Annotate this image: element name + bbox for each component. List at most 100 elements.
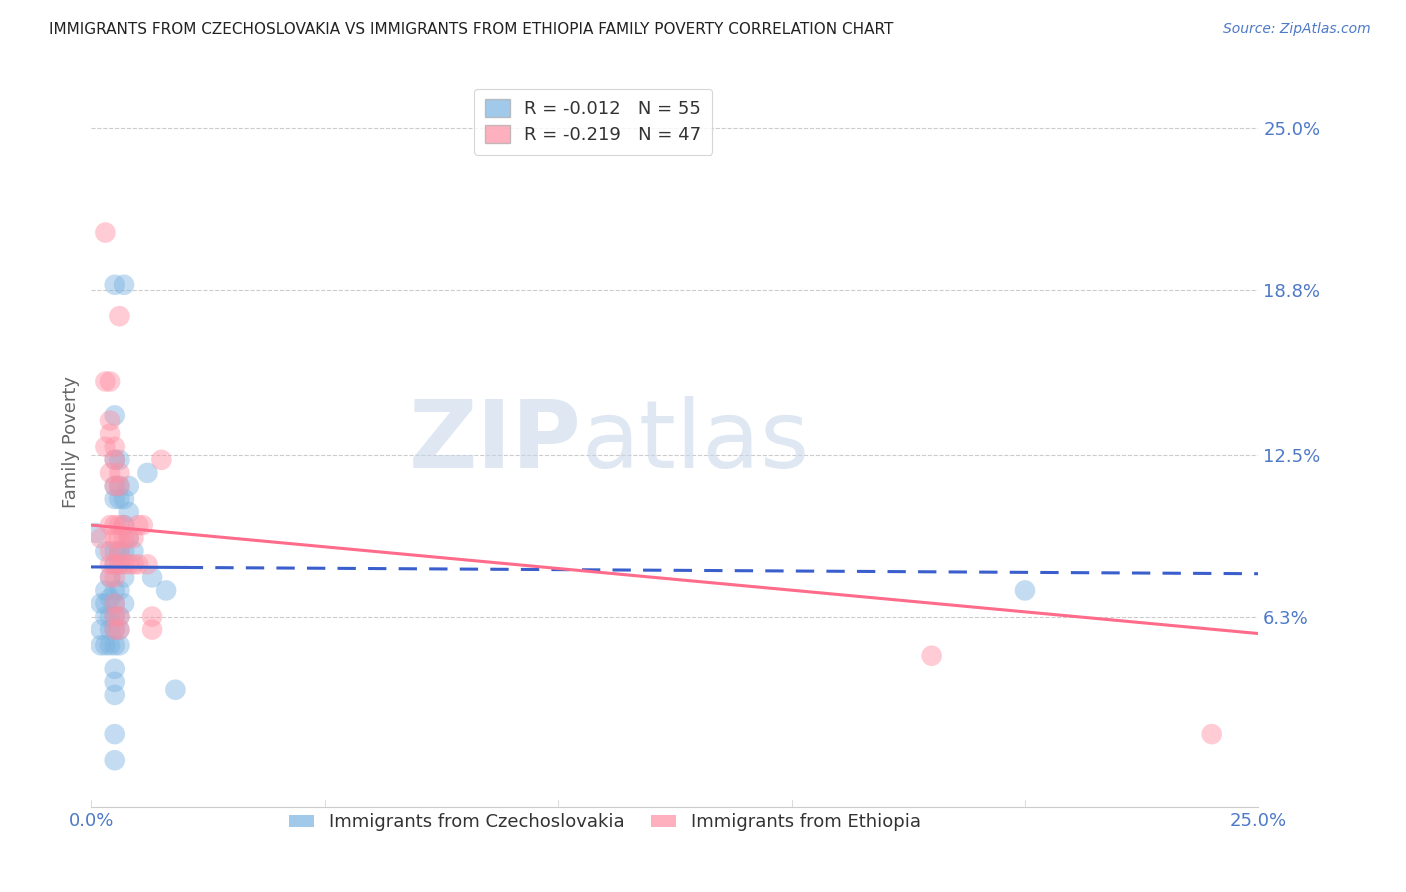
Point: [90, 623, 112, 637]
Point: [118, 531, 141, 545]
Point: [136, 558, 159, 572]
Point: [104, 544, 127, 558]
Point: [104, 453, 127, 467]
Point: [104, 623, 127, 637]
Point: [112, 544, 135, 558]
Point: [108, 479, 131, 493]
Point: [108, 558, 131, 572]
Point: [132, 518, 155, 533]
Point: [108, 466, 131, 480]
Point: [90, 597, 112, 611]
Point: [108, 491, 131, 506]
Point: [90, 638, 112, 652]
Point: [112, 570, 135, 584]
Point: [94, 226, 117, 240]
Point: [112, 531, 135, 545]
Point: [112, 491, 135, 506]
Point: [112, 597, 135, 611]
Point: [104, 479, 127, 493]
Point: [104, 609, 127, 624]
Point: [921, 648, 943, 663]
Point: [104, 440, 127, 454]
Point: [104, 597, 127, 611]
Point: [104, 597, 127, 611]
Point: [122, 544, 145, 558]
Point: [98, 414, 121, 428]
Point: [104, 479, 127, 493]
Point: [122, 531, 145, 545]
Point: [98, 518, 121, 533]
Point: [104, 518, 127, 533]
Point: [104, 753, 127, 767]
Point: [104, 558, 127, 572]
Point: [118, 531, 141, 545]
Point: [141, 609, 163, 624]
Point: [127, 558, 149, 572]
Point: [108, 518, 131, 533]
Point: [108, 623, 131, 637]
Point: [136, 466, 159, 480]
Point: [108, 453, 131, 467]
Text: IMMIGRANTS FROM CZECHOSLOVAKIA VS IMMIGRANTS FROM ETHIOPIA FAMILY POVERTY CORREL: IMMIGRANTS FROM CZECHOSLOVAKIA VS IMMIGR…: [49, 22, 894, 37]
Point: [112, 277, 135, 292]
Point: [98, 558, 121, 572]
Point: [104, 277, 127, 292]
Text: ZIP: ZIP: [409, 395, 582, 488]
Point: [98, 426, 121, 441]
Point: [104, 558, 127, 572]
Point: [98, 609, 121, 624]
Point: [98, 591, 121, 606]
Point: [98, 466, 121, 480]
Point: [108, 558, 131, 572]
Point: [98, 570, 121, 584]
Point: [1201, 727, 1223, 741]
Point: [94, 638, 117, 652]
Point: [98, 638, 121, 652]
Point: [108, 544, 131, 558]
Point: [141, 623, 163, 637]
Point: [104, 453, 127, 467]
Point: [84, 526, 107, 541]
Point: [104, 609, 127, 624]
Point: [1014, 583, 1036, 598]
Point: [104, 570, 127, 584]
Point: [108, 531, 131, 545]
Point: [108, 609, 131, 624]
Point: [165, 682, 187, 697]
Point: [98, 544, 121, 558]
Point: [104, 727, 127, 741]
Point: [118, 505, 141, 519]
Text: atlas: atlas: [582, 395, 810, 488]
Point: [94, 583, 117, 598]
Point: [108, 479, 131, 493]
Point: [98, 375, 121, 389]
Point: [108, 544, 131, 558]
Point: [112, 558, 135, 572]
Point: [127, 518, 149, 533]
Point: [112, 518, 135, 533]
Point: [108, 583, 131, 598]
Point: [108, 623, 131, 637]
Point: [104, 409, 127, 423]
Point: [94, 544, 117, 558]
Point: [104, 583, 127, 598]
Point: [104, 638, 127, 652]
Point: [98, 623, 121, 637]
Point: [112, 518, 135, 533]
Point: [150, 453, 173, 467]
Point: [118, 558, 141, 572]
Point: [108, 609, 131, 624]
Point: [94, 440, 117, 454]
Point: [141, 570, 163, 584]
Point: [104, 674, 127, 689]
Point: [94, 609, 117, 624]
Point: [104, 531, 127, 545]
Legend: Immigrants from Czechoslovakia, Immigrants from Ethiopia: Immigrants from Czechoslovakia, Immigran…: [281, 806, 928, 838]
Point: [104, 623, 127, 637]
Point: [122, 558, 145, 572]
Point: [108, 638, 131, 652]
Point: [94, 597, 117, 611]
Point: [104, 688, 127, 702]
Point: [104, 662, 127, 676]
Point: [155, 583, 177, 598]
